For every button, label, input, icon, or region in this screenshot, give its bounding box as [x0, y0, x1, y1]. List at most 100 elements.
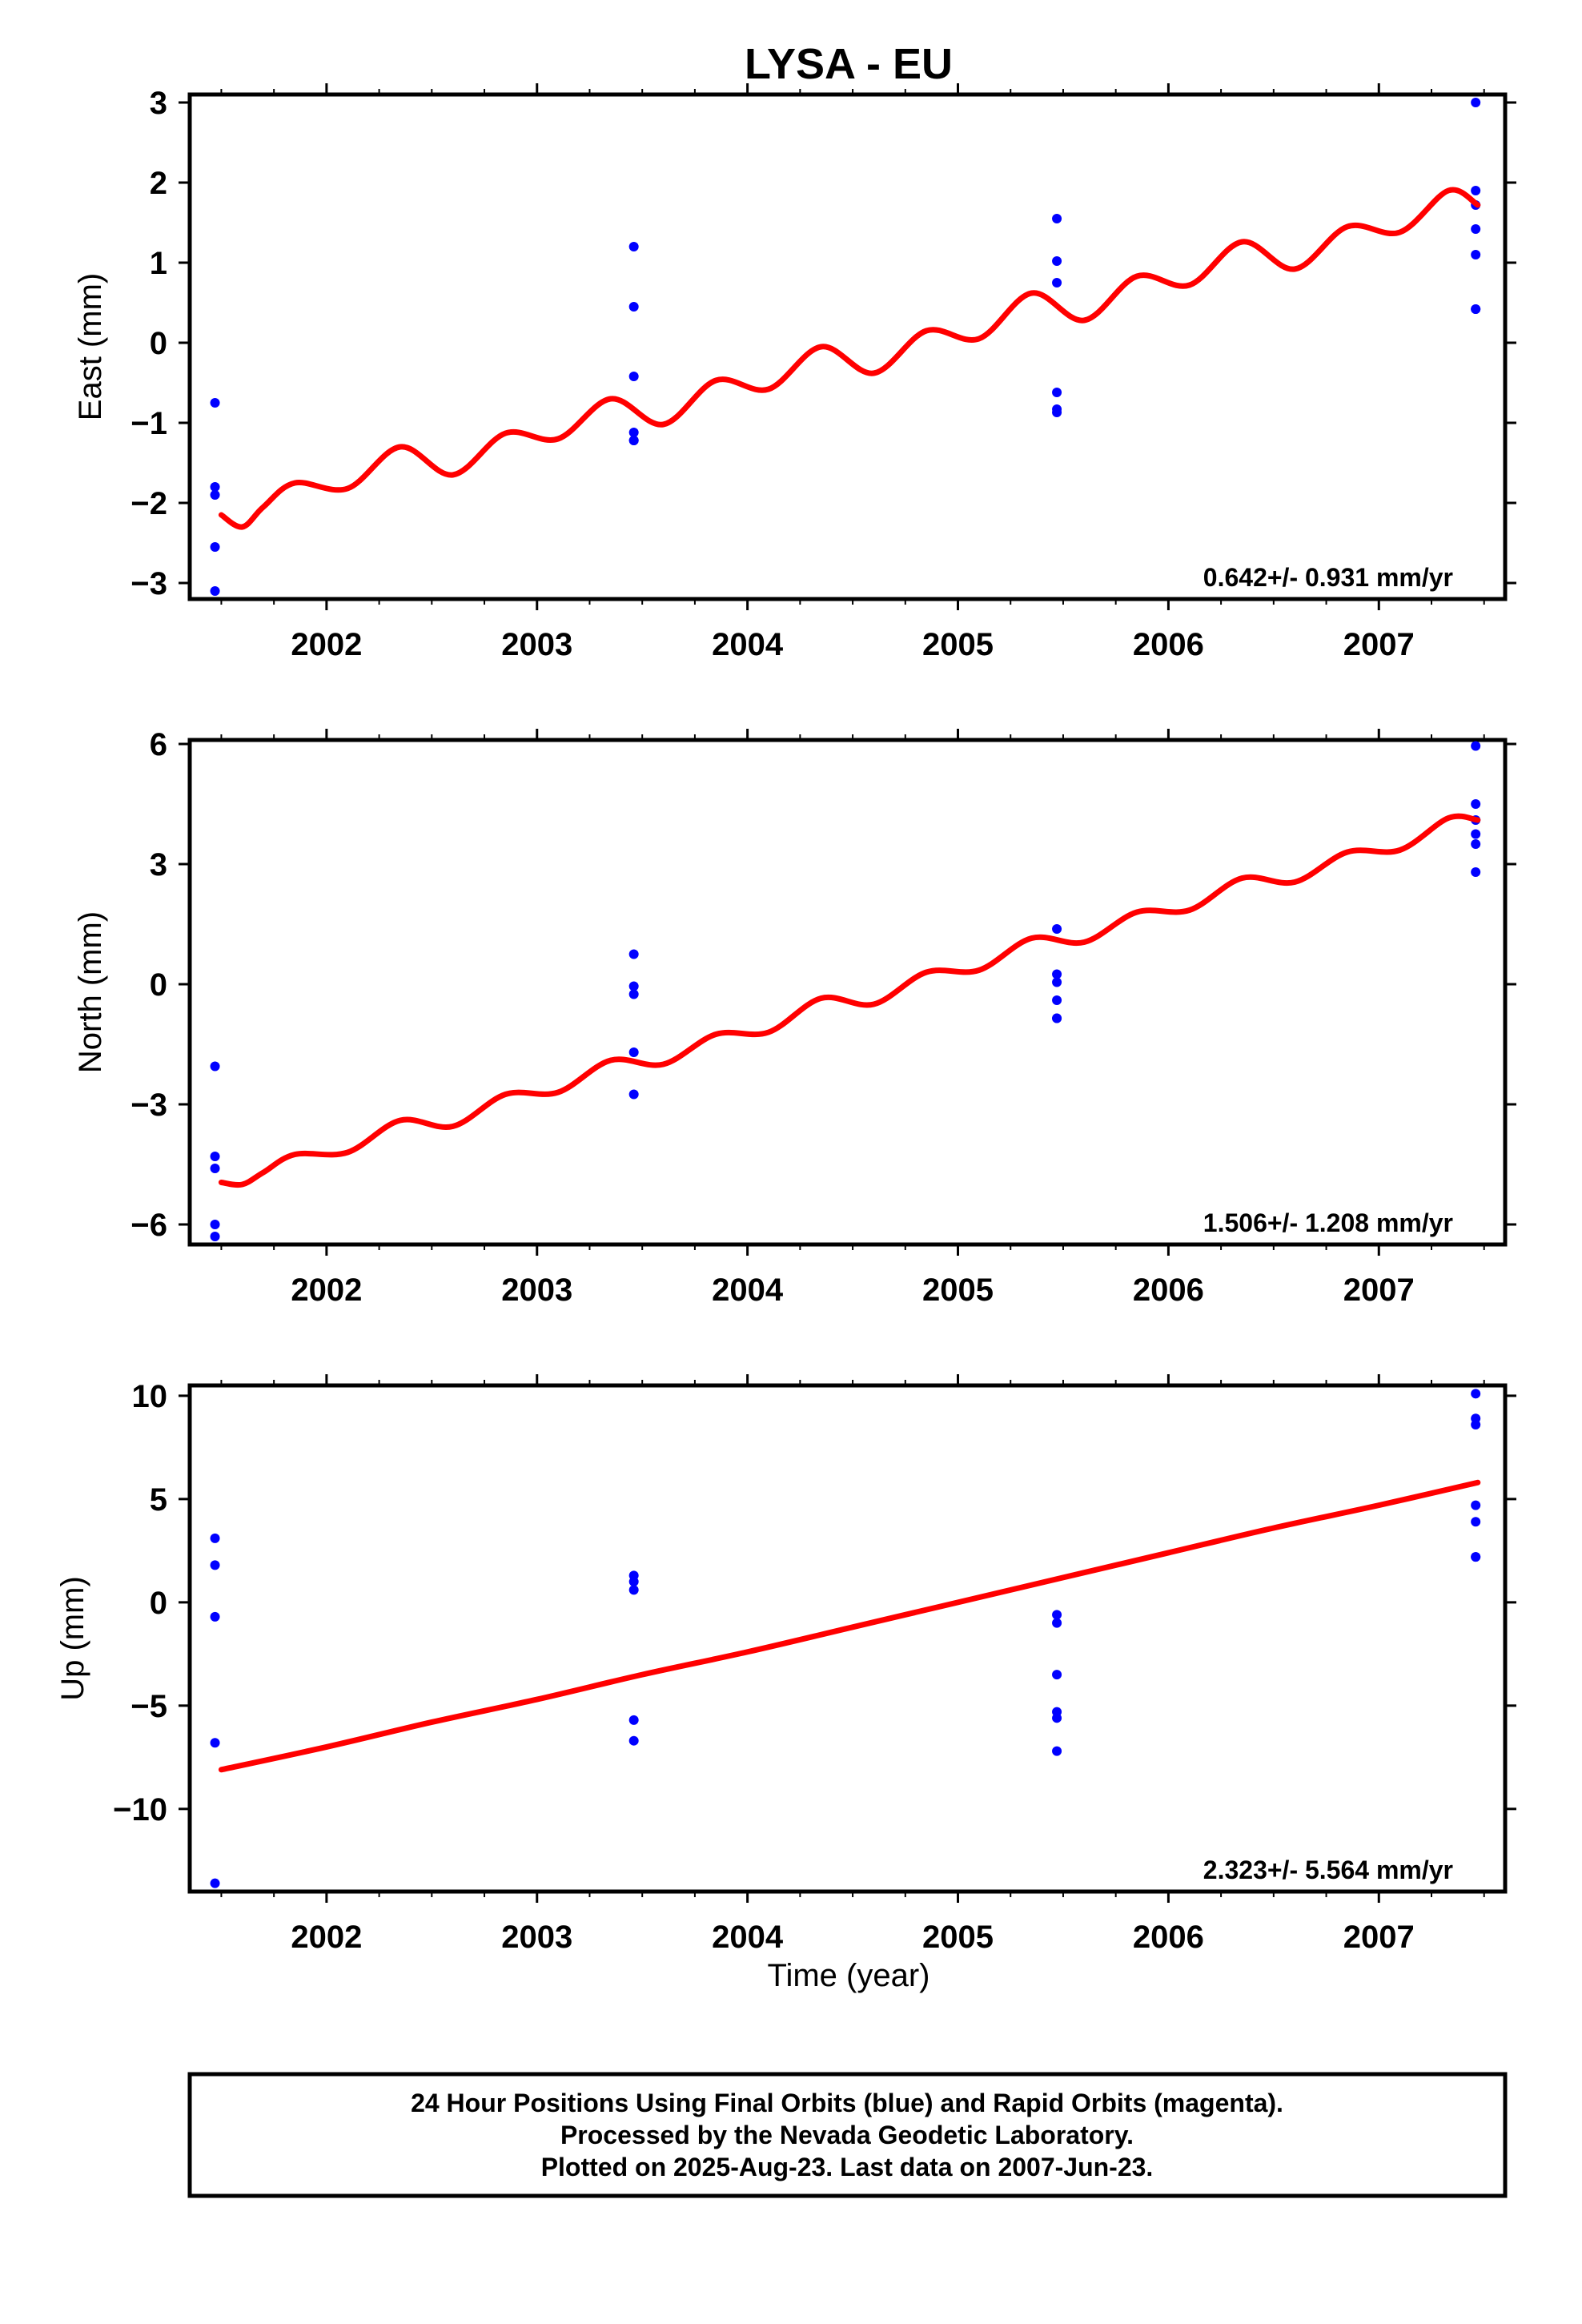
up-data-point	[1471, 1500, 1481, 1510]
east-data-point	[628, 428, 639, 437]
up-data-point	[210, 1560, 220, 1570]
east-y-tick-label: 0	[150, 326, 167, 361]
up-x-tick-label: 2007	[1343, 1920, 1415, 1955]
up-y-tick-label: 10	[132, 1379, 168, 1414]
up-data-point	[1471, 1389, 1481, 1399]
up-x-tick-label: 2004	[712, 1920, 784, 1955]
east-y-tick-label: −1	[130, 406, 167, 441]
north-data-point	[210, 1220, 220, 1229]
north-y-tick-label: −6	[130, 1208, 167, 1243]
up-rate-label: 2.323+/- 5.564 mm/yr	[1203, 1856, 1453, 1884]
north-data-point	[1052, 969, 1062, 979]
up-data-point	[1471, 1517, 1481, 1527]
up-data-point	[628, 1735, 639, 1746]
up-panel: 2002 2003 2004 2005 2006 2007 −10 −5 0 5 10 Up (mm)…	[55, 1374, 1516, 1955]
east-y-tick-label: −3	[130, 566, 167, 601]
up-x-tick-label: 2005	[922, 1920, 994, 1955]
up-data-point	[628, 1577, 639, 1587]
north-plot-frame	[187, 738, 1508, 1247]
north-fit-line	[218, 813, 1481, 1188]
north-data-point	[1471, 799, 1481, 809]
east-data-point	[1052, 408, 1062, 417]
up-data-point	[1471, 1420, 1481, 1430]
east-data-point	[1052, 256, 1062, 266]
north-data-point	[1052, 995, 1062, 1005]
east-y-tick-label: 2	[150, 166, 167, 201]
east-data-point	[210, 586, 220, 596]
chart-title: LYSA - EU	[745, 40, 953, 88]
east-x-tick-label: 2003	[501, 627, 572, 662]
east-data-point	[210, 542, 220, 552]
north-data-point	[1052, 1013, 1062, 1023]
east-rate-label: 0.642+/- 0.931 mm/yr	[1203, 563, 1453, 592]
north-data-point	[210, 1061, 220, 1072]
north-data-point	[1052, 977, 1062, 987]
up-data-point	[1471, 1552, 1481, 1562]
east-y-tick-label: 3	[150, 86, 167, 121]
up-y-tick-label: 0	[150, 1586, 167, 1621]
east-data-point	[1471, 186, 1481, 195]
east-x-tick-label: 2002	[291, 627, 362, 662]
north-y-tick-label: −3	[130, 1088, 167, 1123]
up-fit-line	[218, 1479, 1481, 1773]
up-y-tick-label: −5	[130, 1689, 167, 1724]
east-data-point	[628, 242, 639, 251]
north-x-tick-label: 2005	[922, 1273, 994, 1308]
north-data-point	[628, 989, 639, 999]
up-x-tick-label: 2002	[291, 1920, 362, 1955]
north-data-point	[1471, 741, 1481, 751]
north-data-point	[210, 1152, 220, 1161]
north-rate-label: 1.506+/- 1.208 mm/yr	[1203, 1208, 1453, 1237]
north-x-tick-label: 2002	[291, 1273, 362, 1308]
x-axis-label: Time (year)	[768, 1958, 930, 1993]
east-data-point	[1471, 224, 1481, 234]
east-y-tick-label: 1	[150, 246, 167, 281]
caption-line-2: Processed by the Nevada Geodetic Laborat…	[560, 2121, 1134, 2149]
up-data-point	[1052, 1713, 1062, 1723]
east-data-point	[1471, 250, 1481, 259]
up-data-point	[210, 1533, 220, 1543]
up-data-point	[210, 1878, 220, 1888]
east-data-point	[1471, 304, 1481, 314]
east-x-tick-label: 2004	[712, 627, 784, 662]
north-data-point	[210, 1232, 220, 1241]
east-data-point	[628, 372, 639, 381]
east-data-point	[1052, 388, 1062, 397]
up-data-point	[210, 1738, 220, 1748]
east-x-tick-label: 2005	[922, 627, 994, 662]
north-data-point	[628, 949, 639, 959]
east-fit-line	[218, 187, 1481, 530]
east-data-point	[628, 436, 639, 445]
east-data-point	[1471, 98, 1481, 107]
caption-line-1: 24 Hour Positions Using Final Orbits (bl…	[411, 2089, 1283, 2117]
up-data-point	[628, 1715, 639, 1725]
north-data-point	[210, 1164, 220, 1173]
east-y-tick-label: −2	[130, 486, 167, 521]
north-panel: 2002 2003 2004 2005 2006 2007 −6 −3 0 3 6 North (mm…	[73, 727, 1516, 1308]
north-data-point	[628, 1047, 639, 1057]
up-data-point	[1052, 1618, 1062, 1628]
north-data-point	[628, 1089, 639, 1100]
east-data-point	[628, 302, 639, 312]
caption-line-3: Plotted on 2025-Aug-23. Last data on 200…	[541, 2153, 1154, 2181]
up-data-point	[210, 1611, 220, 1622]
up-y-tick-label: 5	[150, 1482, 167, 1518]
up-data-point	[1052, 1670, 1062, 1680]
east-plot-frame	[187, 92, 1508, 601]
east-data-point	[210, 398, 220, 408]
up-x-tick-label: 2006	[1133, 1920, 1204, 1955]
east-x-tick-label: 2006	[1133, 627, 1204, 662]
north-y-tick-label: 0	[150, 967, 167, 1003]
north-data-point	[1471, 867, 1481, 877]
north-y-axis-label: North (mm)	[73, 911, 108, 1073]
caption-box	[187, 2072, 1508, 2198]
east-data-point	[1052, 278, 1062, 287]
up-data-point	[1052, 1746, 1062, 1756]
east-panel: 2002 2003 2004 2005 2006 2007 −3 −2 −1 0 1 2 3 East (…	[73, 83, 1516, 662]
up-x-tick-label: 2003	[501, 1920, 572, 1955]
up-plot-frame	[187, 1383, 1508, 1894]
up-data-point	[1052, 1610, 1062, 1620]
up-y-axis-label: Up (mm)	[55, 1576, 90, 1701]
north-y-tick-label: 6	[150, 727, 167, 762]
